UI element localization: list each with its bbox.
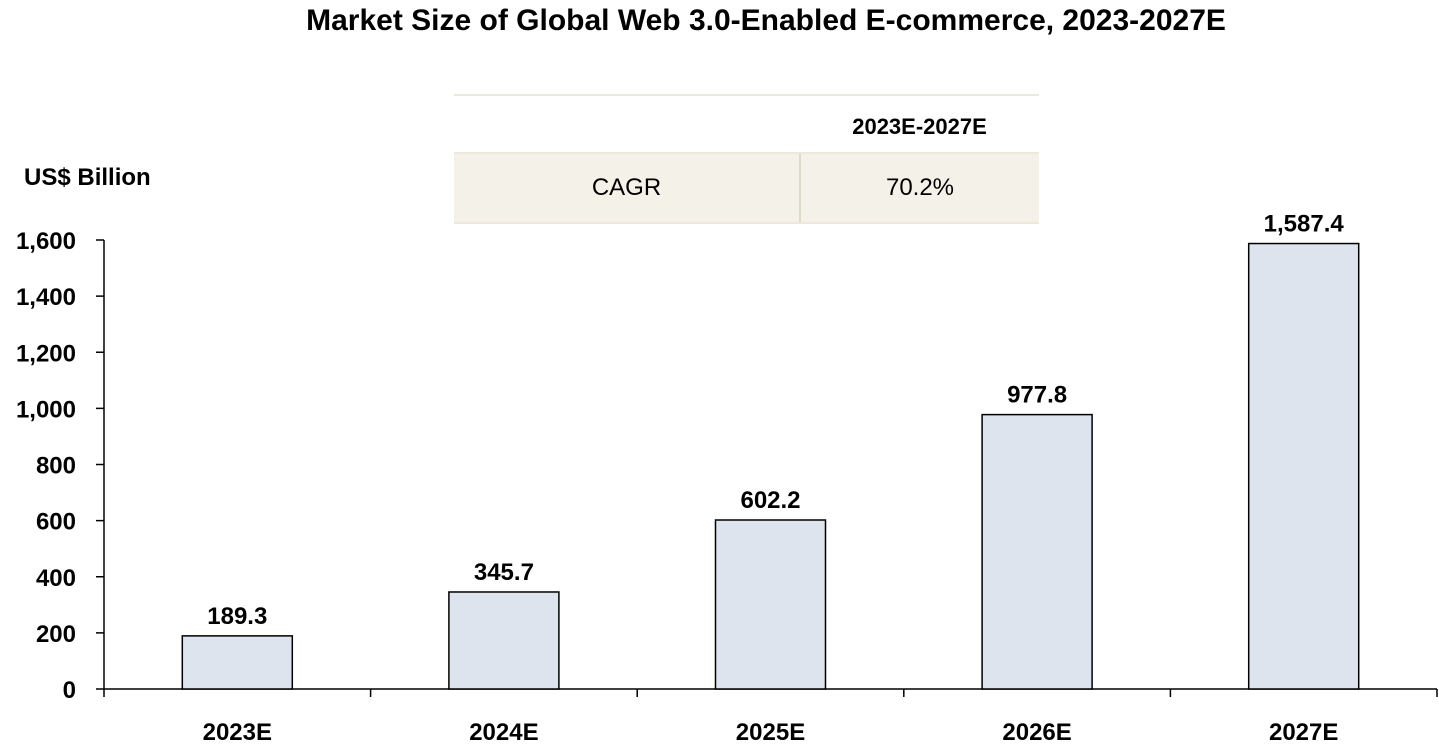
- bar-2025E: [714, 519, 827, 690]
- value-label-2027E: 1,587.4: [1264, 211, 1345, 238]
- x-tick-label-2025E: 2025E: [736, 719, 805, 746]
- x-axis: 2023E 2024E 2025E 2026E 2027E: [103, 688, 1438, 746]
- x-tick-label-2024E: 2024E: [469, 719, 538, 746]
- y-tick-label: 1,000: [16, 396, 76, 423]
- bar-2027E: [1247, 242, 1360, 690]
- cagr-row-value: 70.2%: [885, 174, 955, 201]
- value-label-2023E: 189.3: [207, 603, 267, 630]
- bars: [181, 242, 1360, 690]
- y-tick-label: 400: [36, 565, 76, 592]
- bar-2024E: [448, 591, 560, 690]
- value-label-2024E: 345.7: [474, 559, 534, 586]
- y-axis: 0 200 400 600 800 1,000 1,200 1,400 1,600: [16, 228, 105, 704]
- x-tick-label-2023E: 2023E: [203, 719, 272, 746]
- x-tick-label-2026E: 2026E: [1002, 719, 1071, 746]
- x-tick-label-2027E: 2027E: [1269, 719, 1338, 746]
- value-labels: 189.3 345.7 602.2 977.8 1,587.4: [207, 211, 1344, 630]
- cagr-period-label: 2023E-2027E: [852, 114, 987, 139]
- y-tick-label: 200: [36, 621, 76, 648]
- cagr-row-label: CAGR: [454, 154, 801, 222]
- cagr-table-row: CAGR 70.2%: [454, 154, 1039, 224]
- y-axis-label: US$ Billion: [24, 164, 151, 191]
- bar-2023E: [181, 635, 294, 690]
- cagr-table-header: 2023E-2027E: [454, 94, 1039, 154]
- cagr-table: 2023E-2027E CAGR 70.2%: [454, 94, 1039, 224]
- y-tick-label: 1,400: [16, 284, 76, 311]
- chart-title: Market Size of Global Web 3.0-Enabled E-…: [306, 4, 1226, 37]
- y-tick-label: 600: [36, 509, 76, 536]
- value-label-2026E: 977.8: [1007, 382, 1067, 409]
- value-label-2025E: 602.2: [740, 487, 800, 514]
- y-tick-label: 0: [63, 677, 76, 704]
- y-tick-label: 800: [36, 453, 76, 480]
- y-tick-label: 1,200: [16, 340, 76, 367]
- y-tick-label: 1,600: [16, 228, 76, 255]
- bar-2026E: [981, 413, 1093, 690]
